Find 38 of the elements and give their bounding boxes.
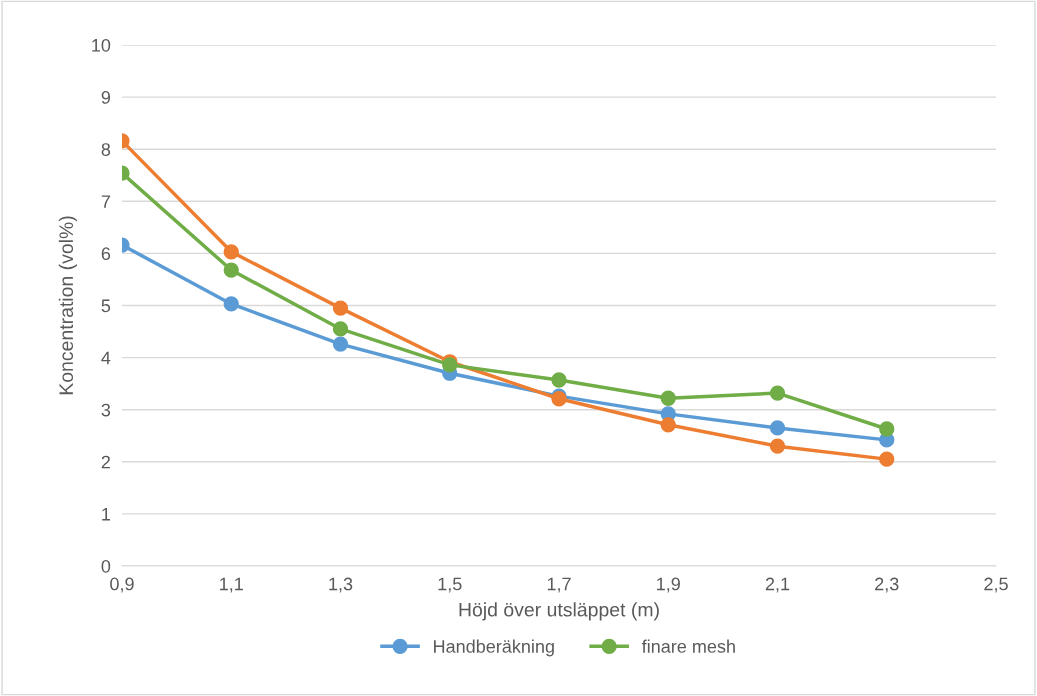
x-axis-title: Höjd över utsläppet (m) (459, 602, 659, 621)
y-tick-label: 3 (101, 403, 111, 417)
y-tick-label: 4 (101, 351, 111, 365)
y-tick-label: 10 (92, 38, 111, 52)
x-tick-label: 1,3 (329, 577, 353, 593)
point (879, 451, 895, 467)
x-tick-label: 2,3 (875, 577, 899, 593)
x-tick-label: 2,1 (765, 577, 790, 593)
x-tick-label: 1,7 (547, 577, 571, 593)
y-tick-label: 2 (101, 455, 110, 469)
y-tick-label: 1 (102, 508, 111, 521)
legend-label: Handberäkning (434, 639, 554, 657)
y-tick-label: 6 (101, 247, 111, 261)
x-tick-label: 2,5 (984, 577, 1008, 593)
y-axis-title: Koncentration (vol%) (58, 216, 77, 395)
point (223, 262, 239, 278)
point (769, 420, 786, 436)
x-tick-label: 1,9 (657, 577, 680, 593)
point (223, 296, 239, 312)
point (769, 438, 786, 454)
point (332, 300, 349, 316)
y-tick-label: 9 (101, 91, 111, 104)
y-tick-label: 0 (101, 559, 111, 573)
y-tick-label: 5 (101, 299, 111, 313)
point (551, 372, 567, 388)
y-tick-label: 8 (101, 143, 111, 156)
point (223, 244, 239, 260)
point (660, 390, 676, 406)
x-tick-label: 1,1 (220, 577, 243, 593)
legend-label: finare mesh (641, 639, 735, 653)
point (769, 385, 786, 401)
point (332, 336, 349, 352)
point (660, 417, 676, 433)
x-tick-label: 0,9 (110, 577, 134, 593)
point (879, 421, 895, 437)
y-tick-label: 7 (101, 195, 110, 208)
point (332, 321, 349, 337)
x-tick-label: 1,5 (438, 577, 462, 593)
